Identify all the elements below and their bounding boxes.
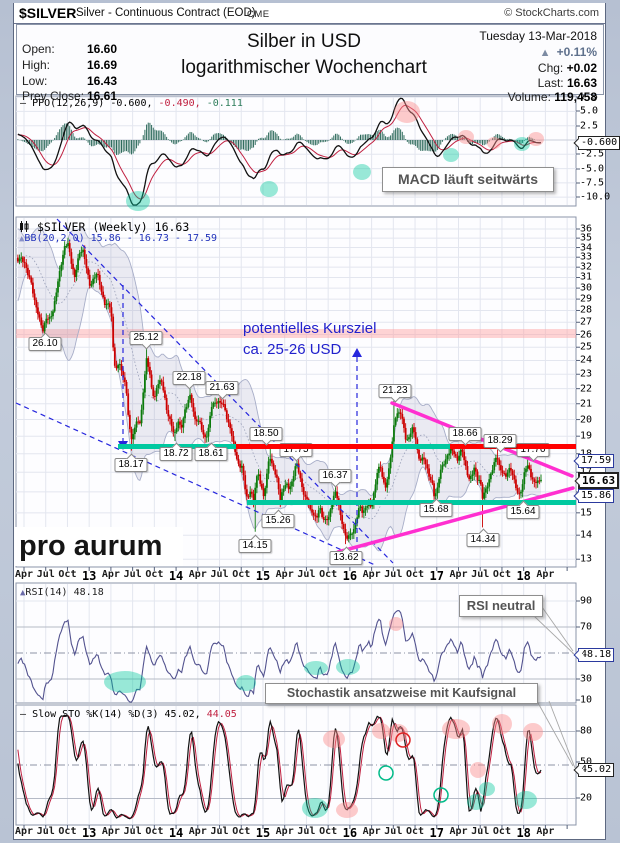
chart-title: Silber in USD logarithmischer Wochenchar…: [144, 31, 464, 79]
quote-change: Chg: +0.02: [537, 61, 597, 75]
ticker-symbol: $SILVER: [19, 5, 77, 21]
exchange-label: CME: [247, 9, 270, 20]
quote-open: Open: 16.60: [22, 42, 118, 56]
quote-high: High: 16.69: [22, 58, 118, 72]
band-triangle-icon: ▲: [19, 234, 25, 244]
stochastic-legend: — Slow STO %K(14) %D(3) 45.02, 44.05: [20, 709, 237, 720]
line-swatch-icon: —: [20, 709, 27, 720]
chart-title-line1: Silber in USD: [246, 31, 362, 52]
quote-change-pct: ▲ +0.11%: [539, 45, 597, 59]
ticker-description: Silver - Continuous Contract (EOD): [76, 7, 256, 19]
macd-annotation: MACD läuft seitwärts: [382, 167, 554, 192]
rsi-annotation: RSI neutral: [459, 595, 543, 617]
quote-low: Low: 16.43: [22, 74, 118, 88]
quote-volume: Volume: 119,458: [507, 90, 597, 104]
price-target-line2: ca. 25-26 USD: [243, 341, 342, 358]
band-triangle-icon: ▲: [20, 588, 26, 598]
quote-date: Tuesday 13-Mar-2018: [479, 29, 597, 43]
ppo-legend: — PPO(12,26,9) -0.600, -0.490, -0.111: [20, 98, 243, 109]
quote-last: Last: 16.63: [537, 76, 597, 90]
up-triangle-icon: ▲: [539, 47, 557, 59]
titlebar: $SILVER Silver - Continuous Contract (EO…: [14, 3, 605, 24]
copyright: © StockCharts.com: [504, 7, 599, 19]
quote-panel: Open: 16.60 High: 16.69 Low: 16.43 Prev …: [16, 24, 604, 104]
candlestick-icon: [20, 221, 29, 232]
rsi-legend: ▲RSI(14) 48.18: [20, 587, 104, 598]
main-legend: $SILVER (Weekly) 16.63: [19, 220, 189, 234]
price-target-line1: potentielles Kursziel: [243, 320, 377, 337]
bb-legend: ▲BB(20,2.0) 15.86 - 16.73 - 17.59: [19, 233, 218, 244]
stochastic-annotation: Stochastik ansatzweise mit Kaufsignal: [265, 683, 538, 704]
line-swatch-icon: —: [20, 98, 27, 109]
pro-aurum-logo: pro aurum: [15, 527, 183, 566]
price-target-annotation: potentielles Kursziel ca. 25-26 USD: [243, 318, 376, 360]
quote-prev-close: Prev Close: 16.61: [22, 89, 118, 103]
chart-title-line2: logarithmischer Wochenchart: [181, 57, 427, 78]
